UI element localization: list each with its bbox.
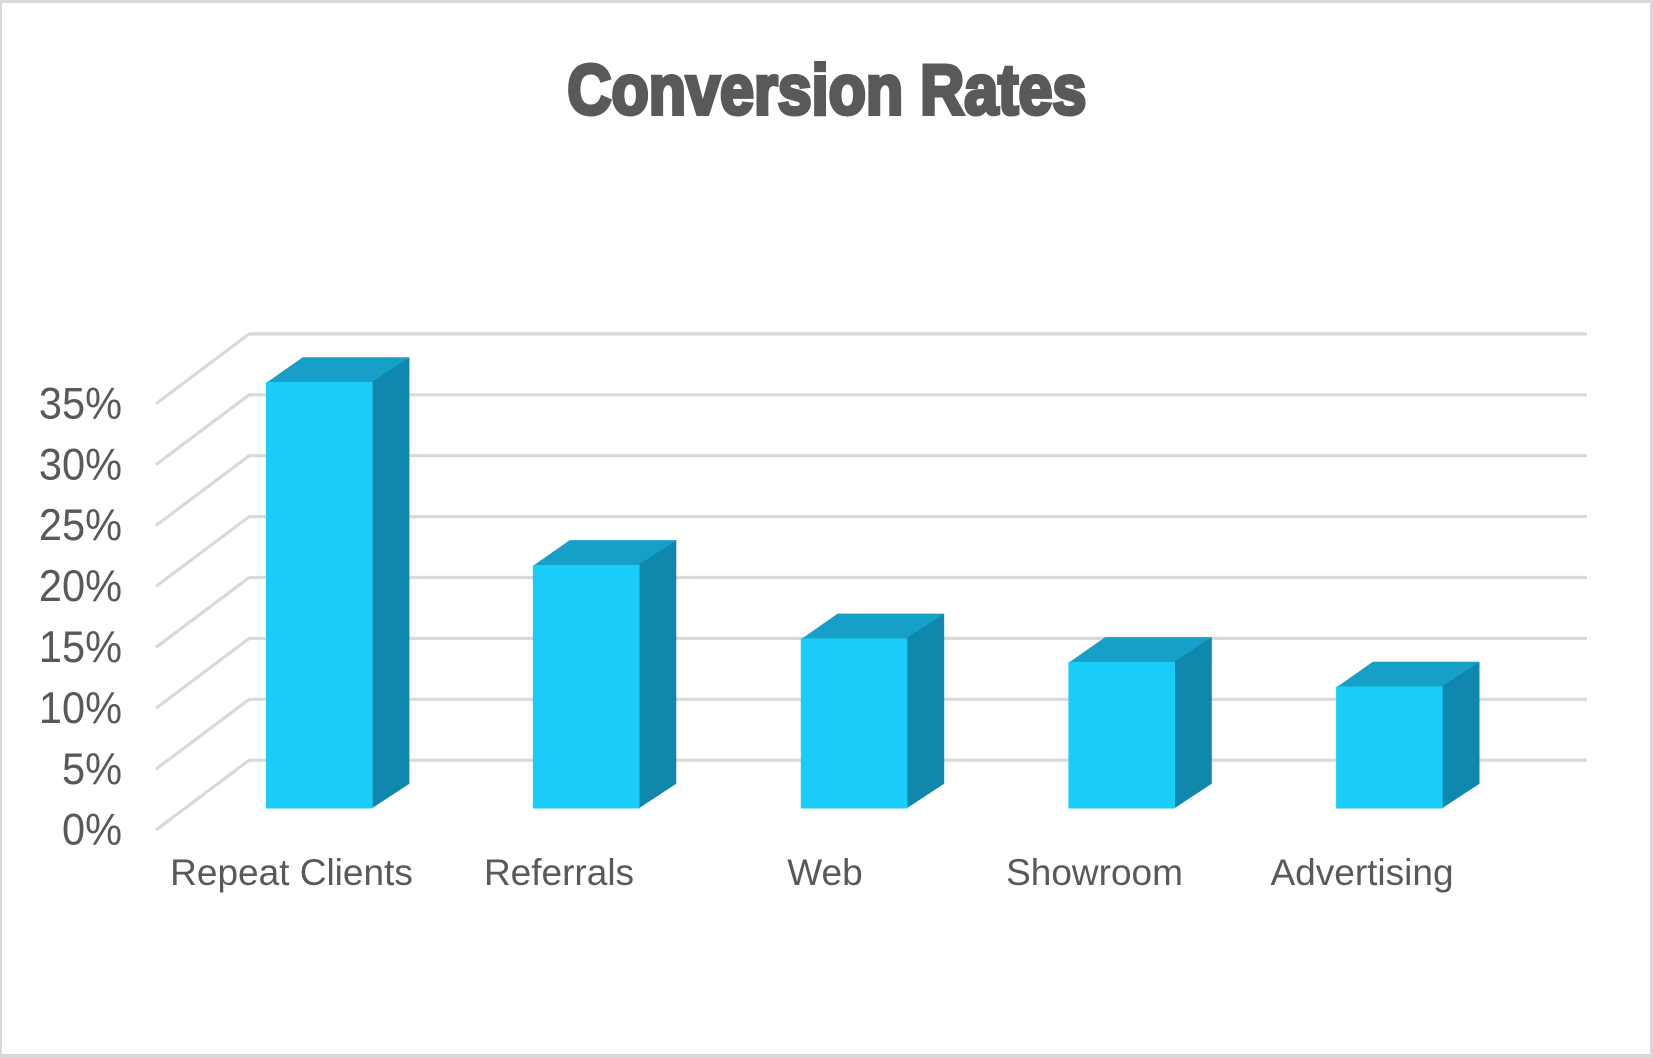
svg-text:35%: 35% [39,379,122,429]
svg-text:Referrals: Referrals [484,852,634,893]
svg-text:15%: 15% [39,623,122,673]
svg-text:5%: 5% [62,745,122,795]
svg-text:30%: 30% [39,440,122,490]
svg-text:Advertising: Advertising [1270,852,1453,893]
svg-text:10%: 10% [39,684,122,734]
svg-text:Web: Web [787,852,862,893]
svg-text:Showroom: Showroom [1006,852,1183,893]
svg-text:20%: 20% [39,562,122,612]
svg-text:0%: 0% [62,805,122,855]
svg-text:Conversion Rates: Conversion Rates [567,50,1086,129]
svg-text:25%: 25% [39,501,122,551]
svg-text:Repeat Clients: Repeat Clients [170,852,413,893]
